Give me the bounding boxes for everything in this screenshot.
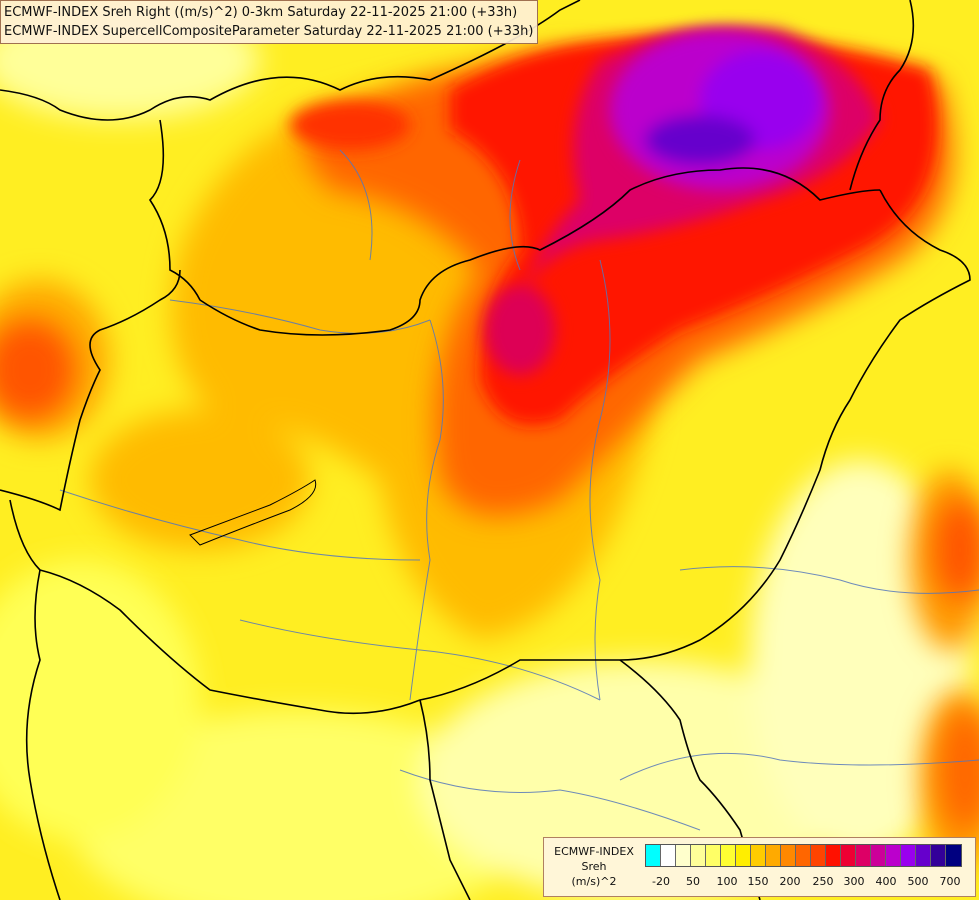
legend-tick-label: 150 xyxy=(747,875,769,888)
legend-swatch xyxy=(796,845,811,866)
legend-swatch xyxy=(901,845,916,866)
legend-swatch xyxy=(691,845,706,866)
legend-tick-label: 250 xyxy=(812,875,834,888)
legend-swatch xyxy=(946,845,961,866)
legend-tick-label: 50 xyxy=(686,875,700,888)
legend-swatch xyxy=(781,845,796,866)
legend-swatch xyxy=(841,845,856,866)
legend-tick-label: 100 xyxy=(716,875,738,888)
legend-swatch xyxy=(736,845,751,866)
legend-swatch xyxy=(916,845,931,866)
legend-swatch xyxy=(766,845,781,866)
legend-tick-label: 700 xyxy=(939,875,961,888)
legend-swatch xyxy=(676,845,691,866)
legend-swatch xyxy=(661,845,676,866)
legend-field: Sreh xyxy=(581,860,607,873)
legend-unit: (m/s)^2 xyxy=(571,875,617,888)
map-title: ECMWF-INDEX Sreh Right ((m/s)^2) 0-3km S… xyxy=(0,0,539,44)
legend-swatch xyxy=(706,845,721,866)
legend-tick-label: 500 xyxy=(907,875,929,888)
legend-color-bar xyxy=(645,844,962,867)
lake-balaton xyxy=(189,479,317,546)
legend-swatch xyxy=(886,845,901,866)
legend-swatch xyxy=(931,845,946,866)
legend-tick-label: 300 xyxy=(843,875,865,888)
legend-swatch xyxy=(751,845,766,866)
title-line-2: ECMWF-INDEX SupercellCompositeParameter … xyxy=(4,24,534,39)
legend-swatch xyxy=(871,845,886,866)
legend-swatch xyxy=(826,845,841,866)
legend-tick-label: 400 xyxy=(875,875,897,888)
rivers xyxy=(59,149,979,831)
legend-swatch xyxy=(646,845,661,866)
legend-title: ECMWF-INDEX xyxy=(554,845,634,858)
title-line-1: ECMWF-INDEX Sreh Right ((m/s)^2) 0-3km S… xyxy=(4,5,518,20)
legend-swatch xyxy=(811,845,826,866)
legend-label: ECMWF-INDEX Sreh (m/s)^2 xyxy=(548,844,640,889)
legend-swatch xyxy=(856,845,871,866)
legend-swatch xyxy=(721,845,736,866)
legend-tick-label: -20 xyxy=(652,875,670,888)
color-legend: ECMWF-INDEX Sreh (m/s)^2 -20 50 100 150 200 2… xyxy=(543,837,976,897)
legend-tick-label: 200 xyxy=(779,875,801,888)
